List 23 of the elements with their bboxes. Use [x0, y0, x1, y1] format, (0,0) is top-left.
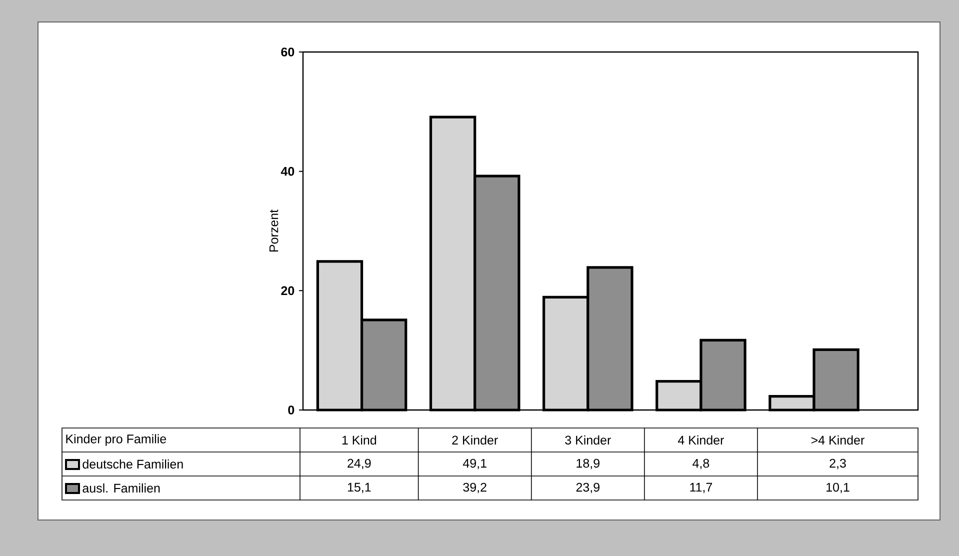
data-label: 4,8 [692, 458, 710, 470]
data-label: 18,9 [576, 458, 600, 470]
x-tick-label: 4 Kinder [678, 435, 724, 445]
y-tick-label: 60 [281, 48, 294, 56]
x-tick-label: >4 Kinder [811, 435, 864, 445]
x-tick-label: 1 Kind [342, 435, 376, 445]
data-label: 24,9 [348, 458, 371, 470]
y-axis-title: Porzent [269, 210, 278, 252]
y-tick-label: 40 [280, 166, 294, 176]
legend-label: deutsche Familien [82, 459, 183, 469]
data-label: 39,2 [463, 482, 486, 494]
y-tick-label: 0 [288, 406, 294, 414]
data-label: 49,1 [462, 458, 486, 470]
y-tick-label: 20 [281, 286, 294, 296]
legend-label: ausl. Familien [82, 483, 160, 493]
data-label: 23,9 [576, 482, 600, 494]
data-label: 15,1 [348, 482, 371, 494]
x-tick-label: 2 Kinder [452, 435, 498, 445]
text: Kinder pro Familie [66, 434, 166, 446]
data-label: 11,7 [690, 482, 712, 494]
x-tick-label: 3 Kinder [565, 435, 611, 445]
data-label: 2,3 [830, 458, 846, 470]
data-label: 10,1 [826, 482, 850, 494]
